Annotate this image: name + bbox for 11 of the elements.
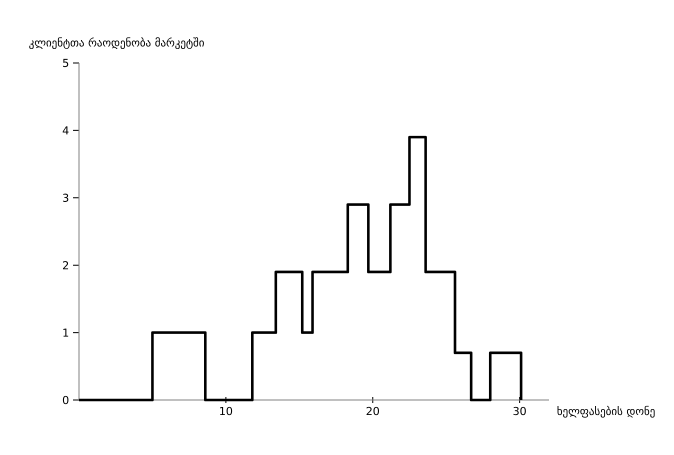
y-tick-label: 0 [62,396,68,404]
x-tick-label: 20 [366,406,379,416]
y-tick-label: 3 [63,194,68,202]
x-axis-title: ხელფასების დონე [558,406,655,418]
y-tick-label: 2 [62,261,68,270]
x-tick-label: 30 [513,406,526,416]
y-tick-label: 1 [63,328,68,337]
y-tick-label: 5 [63,58,68,68]
x-tick-label: 10 [220,406,232,416]
y-tick-label: 4 [62,126,69,134]
y-axis-title: კლიენტთა რაოდენობა მარკეტში [29,37,204,50]
